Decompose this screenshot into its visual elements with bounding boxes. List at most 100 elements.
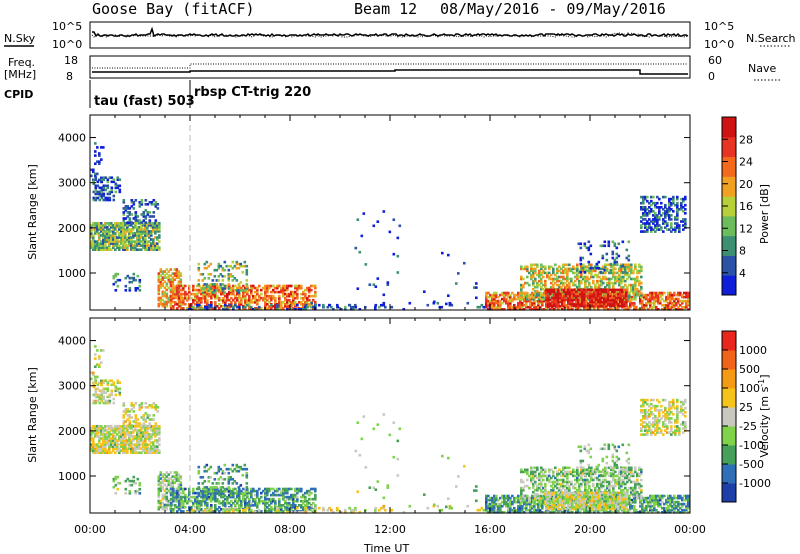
power-cell <box>136 228 139 231</box>
power-cell <box>647 299 650 303</box>
velocity-cell <box>94 425 97 428</box>
power-cell <box>235 260 239 264</box>
power-cell <box>576 277 579 281</box>
velocity-cell <box>120 431 123 434</box>
velocity-cell <box>207 490 211 493</box>
velocity-cell <box>198 504 201 507</box>
power-cell <box>539 299 542 303</box>
power-cell <box>177 292 181 296</box>
power-cell <box>539 301 542 305</box>
power-cell <box>276 284 279 288</box>
velocity-cell <box>274 493 277 497</box>
power-cell <box>670 230 673 233</box>
power-cell <box>588 271 591 275</box>
power-cell <box>172 305 175 308</box>
power-cell <box>568 281 571 285</box>
velocity-cell <box>154 451 157 454</box>
power-cell <box>104 236 107 239</box>
power-cell <box>684 195 687 199</box>
power-cell <box>513 305 516 309</box>
power-cell <box>328 303 332 307</box>
power-cell <box>374 308 377 311</box>
velocity-cell <box>262 501 265 505</box>
power-cell <box>676 208 679 211</box>
power-cell <box>578 275 581 279</box>
power-cell <box>152 238 155 241</box>
power-cell <box>671 295 674 299</box>
power-cell <box>154 242 157 245</box>
velocity-cell <box>154 406 158 409</box>
velocity-cell <box>102 379 106 382</box>
power-cell <box>682 197 685 201</box>
power-cell <box>197 266 201 270</box>
power-cell <box>196 298 199 302</box>
velocity-cell <box>204 493 207 497</box>
power-cell <box>112 240 115 243</box>
power-cell <box>617 288 620 292</box>
velocity-cell <box>104 427 107 430</box>
power-cell <box>98 154 101 157</box>
power-cell <box>148 215 152 218</box>
power-cell <box>278 296 281 300</box>
power-cell <box>579 256 583 260</box>
power-cell <box>571 304 574 308</box>
velocity-cell <box>207 488 211 491</box>
power-cell <box>553 290 556 294</box>
power-cell <box>215 279 219 282</box>
power-cell <box>638 263 641 267</box>
velocity-cell <box>188 489 191 493</box>
velocity-cell <box>254 501 257 505</box>
power-cell <box>507 299 510 303</box>
power-cell <box>100 146 103 149</box>
power-cell <box>599 292 602 296</box>
power-cell <box>603 302 606 306</box>
velocity-cell <box>276 493 279 497</box>
power-cell <box>641 305 644 309</box>
power-cell <box>90 226 93 229</box>
velocity-cell <box>284 495 287 499</box>
power-cell <box>627 299 630 303</box>
power-cell <box>223 287 227 290</box>
power-cell <box>578 281 581 285</box>
power-cell <box>238 286 241 290</box>
velocity-cell <box>292 497 295 501</box>
velocity-cell <box>159 499 163 503</box>
power-cell <box>642 208 645 211</box>
velocity-cell <box>167 481 171 484</box>
power-cell <box>542 296 545 299</box>
velocity-cell <box>161 505 165 509</box>
power-cell <box>92 178 96 181</box>
power-cell <box>398 224 402 228</box>
velocity-cell <box>100 447 103 450</box>
power-cell <box>221 289 225 292</box>
power-cell <box>579 300 582 304</box>
velocity-cell <box>208 506 211 510</box>
freq-label: Freq. <box>8 56 35 69</box>
power-cell <box>595 262 599 266</box>
power-cell <box>547 290 550 294</box>
power-cell <box>157 272 161 275</box>
velocity-cell <box>163 503 167 507</box>
velocity-cell <box>102 449 105 452</box>
power-cell <box>156 238 159 241</box>
power-cell <box>282 307 285 310</box>
velocity-cell <box>264 487 267 491</box>
power-cell <box>579 296 582 300</box>
power-cell <box>677 291 680 295</box>
power-cell <box>610 281 613 285</box>
velocity-cell <box>223 478 227 481</box>
power-cell <box>238 296 241 300</box>
velocity-cell <box>278 487 281 491</box>
velocity-cell <box>382 506 386 510</box>
power-cell <box>552 267 555 271</box>
velocity-cell <box>222 493 225 497</box>
power-cell <box>568 285 571 289</box>
power-cell <box>270 284 273 288</box>
power-cell <box>640 216 643 219</box>
power-cell <box>218 298 221 302</box>
velocity-cell <box>132 443 135 446</box>
velocity-cell <box>110 425 113 428</box>
velocity-cell <box>158 451 161 454</box>
power-cell <box>202 307 205 310</box>
power-cell <box>152 230 155 233</box>
